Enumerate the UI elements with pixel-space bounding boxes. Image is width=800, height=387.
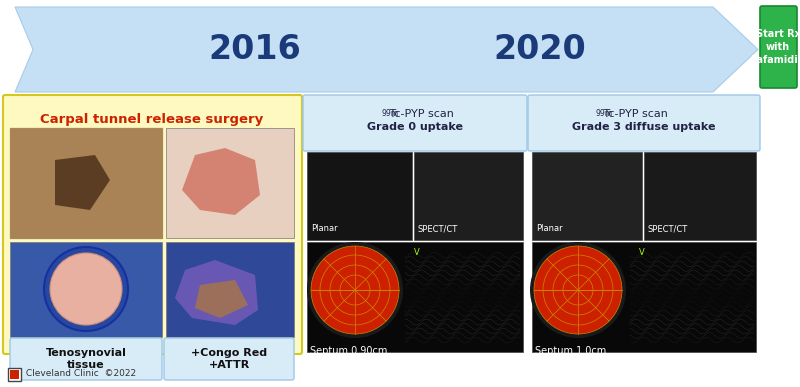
Circle shape — [311, 246, 399, 334]
Text: Septum 1.0cm
NT-proBNP <100ng/L: Septum 1.0cm NT-proBNP <100ng/L — [535, 346, 638, 368]
Circle shape — [573, 285, 583, 295]
Text: Septum 0.90cm
NT-proBNP <100ng/L: Septum 0.90cm NT-proBNP <100ng/L — [310, 346, 413, 368]
Circle shape — [343, 278, 367, 302]
Bar — [10, 242, 162, 337]
Circle shape — [350, 285, 360, 295]
Text: 99m: 99m — [381, 109, 398, 118]
Bar — [166, 128, 294, 238]
Polygon shape — [175, 260, 258, 325]
Bar — [8, 368, 21, 381]
Text: SPECT/CT: SPECT/CT — [648, 224, 688, 233]
Text: SPECT/CT: SPECT/CT — [418, 224, 458, 233]
Circle shape — [333, 268, 377, 312]
Text: Grade 3 diffuse uptake: Grade 3 diffuse uptake — [572, 122, 716, 132]
Circle shape — [50, 253, 122, 325]
Text: V: V — [414, 248, 420, 257]
Bar — [644, 152, 756, 240]
Bar — [307, 242, 523, 352]
Bar — [10, 128, 162, 238]
Text: Planar: Planar — [536, 224, 562, 233]
Text: Carpal tunnel release surgery: Carpal tunnel release surgery — [40, 113, 264, 126]
Text: 2016: 2016 — [209, 33, 302, 66]
Polygon shape — [15, 7, 758, 92]
Text: Cleveland Clinic  ©2022: Cleveland Clinic ©2022 — [23, 370, 136, 378]
FancyBboxPatch shape — [3, 95, 302, 354]
Bar — [307, 152, 412, 240]
Text: Start Rx
with
Tafamidis: Start Rx with Tafamidis — [752, 29, 800, 65]
FancyBboxPatch shape — [528, 95, 760, 151]
Circle shape — [530, 242, 626, 338]
Text: Tc-PYP scan: Tc-PYP scan — [386, 109, 454, 119]
Text: 2020: 2020 — [494, 33, 586, 66]
Bar — [414, 152, 523, 240]
Bar — [532, 242, 756, 352]
Text: Tc-PYP scan: Tc-PYP scan — [600, 109, 668, 119]
Bar — [166, 242, 294, 337]
Polygon shape — [195, 280, 248, 318]
Polygon shape — [55, 155, 110, 210]
Text: V: V — [639, 248, 645, 257]
Bar — [10, 370, 19, 379]
Text: Tenosynovial
tissue: Tenosynovial tissue — [46, 348, 126, 370]
FancyBboxPatch shape — [303, 95, 527, 151]
Text: 99m: 99m — [595, 109, 612, 118]
Text: +Congo Red
+ATTR: +Congo Red +ATTR — [191, 348, 267, 370]
Circle shape — [544, 256, 612, 324]
Circle shape — [566, 278, 590, 302]
FancyBboxPatch shape — [760, 6, 797, 88]
Bar — [532, 152, 642, 240]
Circle shape — [321, 256, 389, 324]
Polygon shape — [182, 148, 260, 215]
Text: Planar: Planar — [311, 224, 338, 233]
Circle shape — [307, 242, 403, 338]
Circle shape — [556, 268, 600, 312]
FancyBboxPatch shape — [164, 338, 294, 380]
Circle shape — [44, 247, 128, 331]
Circle shape — [534, 246, 622, 334]
Text: Grade 0 uptake: Grade 0 uptake — [367, 122, 463, 132]
FancyBboxPatch shape — [10, 338, 162, 380]
